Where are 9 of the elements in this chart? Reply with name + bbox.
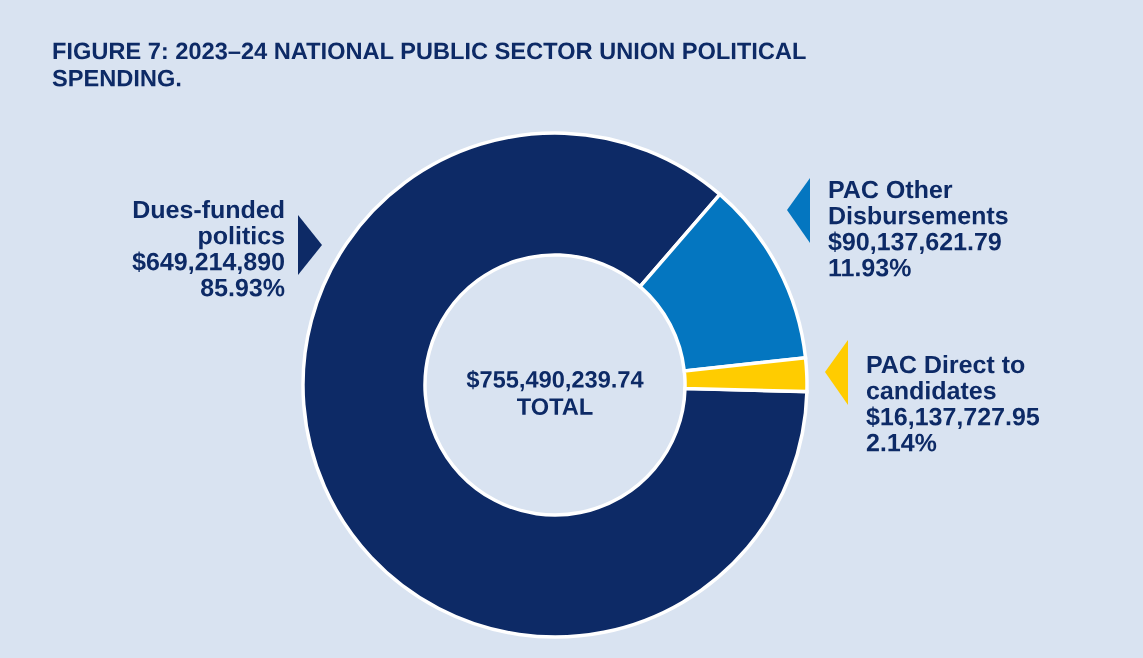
chart-title: FIGURE 7: 2023–24 NATIONAL PUBLIC SECTOR UNION POLITICAL SPENDING. <box>52 42 806 87</box>
donut-slice <box>301 131 809 639</box>
slice-label: PAC Other Disbursements <box>829 180 1008 225</box>
slice-label: Dues-funded politics <box>133 200 284 250</box>
data-label: $16,137,727.95 2.14% <box>866 406 1040 452</box>
slice-label: PAC Direct to candidates <box>866 355 1025 400</box>
data-label: $90,137,621.79 11.93% <box>828 231 1001 277</box>
data-label: $649,214,890 85.93% <box>132 251 285 297</box>
text: $755,490,239.74 TOTAL <box>466 370 644 415</box>
